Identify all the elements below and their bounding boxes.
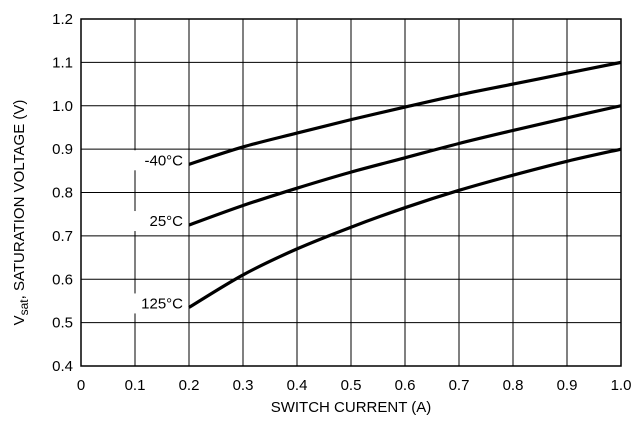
y-tick-label: 0.9 [52,141,73,158]
x-axis-title: SWITCH CURRENT (A) [271,399,432,416]
x-tick-label: 0.7 [449,377,470,394]
y-tick-labels: 0.4 0.5 0.6 0.7 0.8 0.9 1.0 1.1 1.2 [52,11,73,375]
series-label-background [131,150,183,171]
series-label: 125°C [141,295,183,312]
x-tick-labels: 0 0.1 0.2 0.3 0.4 0.5 0.6 0.7 0.8 0.9 1.0 [77,377,632,394]
x-tick-label: 0.3 [233,377,254,394]
y-tick-label: 0.6 [52,271,73,288]
x-tick-label: 0.8 [503,377,524,394]
x-tick-label: 0.1 [125,377,146,394]
y-axis-title-main: V [11,315,28,325]
series-group: -40°C 25°C 125°C [131,60,622,314]
y-tick-label: 0.4 [52,358,73,375]
series-label: -40°C [144,152,183,169]
x-tick-label: 0.6 [395,377,416,394]
y-tick-label: 1.1 [52,54,73,71]
x-tick-label: 1.0 [611,377,632,394]
series-label-background [131,293,183,314]
y-axis-title-rest: , SATURATION VOLTAGE (V) [11,100,28,300]
y-axis-title-subscript: sat [17,299,31,316]
x-tick-label: 0 [77,377,85,394]
x-tick-label: 0.4 [287,377,308,394]
series-line-minus40c [188,60,622,166]
grid [80,18,622,367]
series-line-25c [188,104,622,227]
series-label: 25°C [149,213,183,230]
y-tick-label: 1.0 [52,98,73,115]
x-tick-label: 0.2 [179,377,200,394]
y-axis-title: Vsat, SATURATION VOLTAGE (V) [11,100,31,326]
y-tick-label: 0.5 [52,315,73,332]
x-tick-label: 0.9 [557,377,578,394]
y-tick-label: 1.2 [52,11,73,28]
series-line-125c [188,147,622,309]
y-tick-label: 0.7 [52,228,73,245]
x-tick-label: 0.5 [341,377,362,394]
series-label-background [131,211,183,232]
plot-frame [80,18,622,367]
y-tick-label: 0.8 [52,185,73,202]
